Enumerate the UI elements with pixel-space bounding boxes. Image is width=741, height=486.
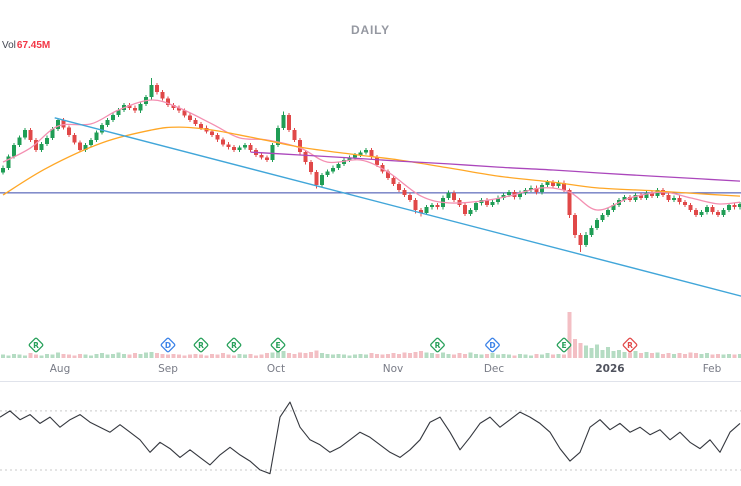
event-marker-r[interactable]: R <box>226 337 242 353</box>
event-marker-d[interactable]: D <box>160 337 176 353</box>
volume-legend-label: Vol <box>2 40 16 51</box>
event-marker-e[interactable]: E <box>556 337 572 353</box>
event-marker-r[interactable]: R <box>430 337 445 353</box>
candles[interactable] <box>1 77 741 253</box>
svg-text:E: E <box>275 341 280 350</box>
svg-text:R: R <box>435 341 441 350</box>
svg-text:D: D <box>489 341 495 350</box>
volume-bars <box>1 312 741 358</box>
event-marker-r[interactable]: R <box>28 337 44 353</box>
x-axis-label-dec[interactable]: Dec <box>484 363 505 375</box>
ma-slow-line[interactable] <box>250 151 741 182</box>
trendline[interactable] <box>54 117 741 297</box>
ma-fast-line[interactable] <box>2 99 741 211</box>
event-marker-r[interactable]: R <box>193 337 209 353</box>
event-marker-e[interactable]: E <box>270 337 286 353</box>
svg-text:D: D <box>165 341 171 350</box>
svg-text:R: R <box>627 341 633 350</box>
x-axis-label-nov[interactable]: Nov <box>383 363 404 375</box>
svg-text:E: E <box>561 341 566 350</box>
x-axis-label-feb[interactable]: Feb <box>703 363 722 375</box>
svg-text:R: R <box>198 341 204 350</box>
event-marker-r[interactable]: R <box>622 337 638 353</box>
volume-legend[interactable]: Vol67.45M <box>2 40 50 51</box>
volume-legend-value: 67.45M <box>16 40 51 51</box>
x-axis-label-oct[interactable]: Oct <box>267 363 285 375</box>
timeframe-title: DAILY <box>351 23 390 37</box>
svg-text:R: R <box>231 341 237 350</box>
x-axis-label-sep[interactable]: Sep <box>158 363 178 375</box>
ma-mid-line[interactable] <box>2 126 741 197</box>
x-axis-label-aug[interactable]: Aug <box>50 363 71 375</box>
event-marker-d[interactable]: D <box>485 337 500 353</box>
svg-text:R: R <box>33 341 39 350</box>
indicator-line <box>0 401 741 475</box>
x-axis-label-2026[interactable]: 2026 <box>595 363 624 375</box>
